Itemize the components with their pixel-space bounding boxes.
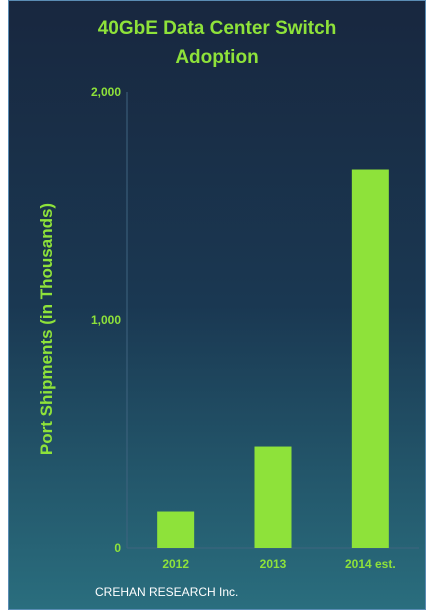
source-credit: CREHAN RESEARCH Inc. — [95, 585, 238, 599]
chart: 40GbE Data Center Switch Adoption Port S… — [37, 18, 419, 599]
y-tick-label: 1,000 — [91, 313, 121, 327]
chart-title-line-1: 40GbE Data Center Switch — [98, 18, 337, 39]
y-tick-label: 2,000 — [91, 85, 121, 99]
y-axis-label: Port Shipments (in Thousands) — [37, 203, 56, 455]
chart-title-line-2: Adoption — [175, 47, 258, 68]
x-tick-label: 2012 — [162, 557, 189, 571]
bars — [157, 169, 389, 548]
x-tick-label: 2014 est. — [345, 557, 396, 571]
bar-2013 — [254, 446, 292, 548]
x-tick-label: 2013 — [260, 557, 287, 571]
y-tick-label: 0 — [114, 541, 121, 555]
bar-2012 — [157, 511, 195, 548]
y-tick-labels: 0 1,000 2,000 — [91, 85, 121, 555]
bar-2014-est — [351, 169, 389, 548]
x-tick-labels: 2012 2013 2014 est. — [162, 557, 395, 571]
chart-panel: 40GbE Data Center Switch Adoption Port S… — [8, 0, 426, 610]
